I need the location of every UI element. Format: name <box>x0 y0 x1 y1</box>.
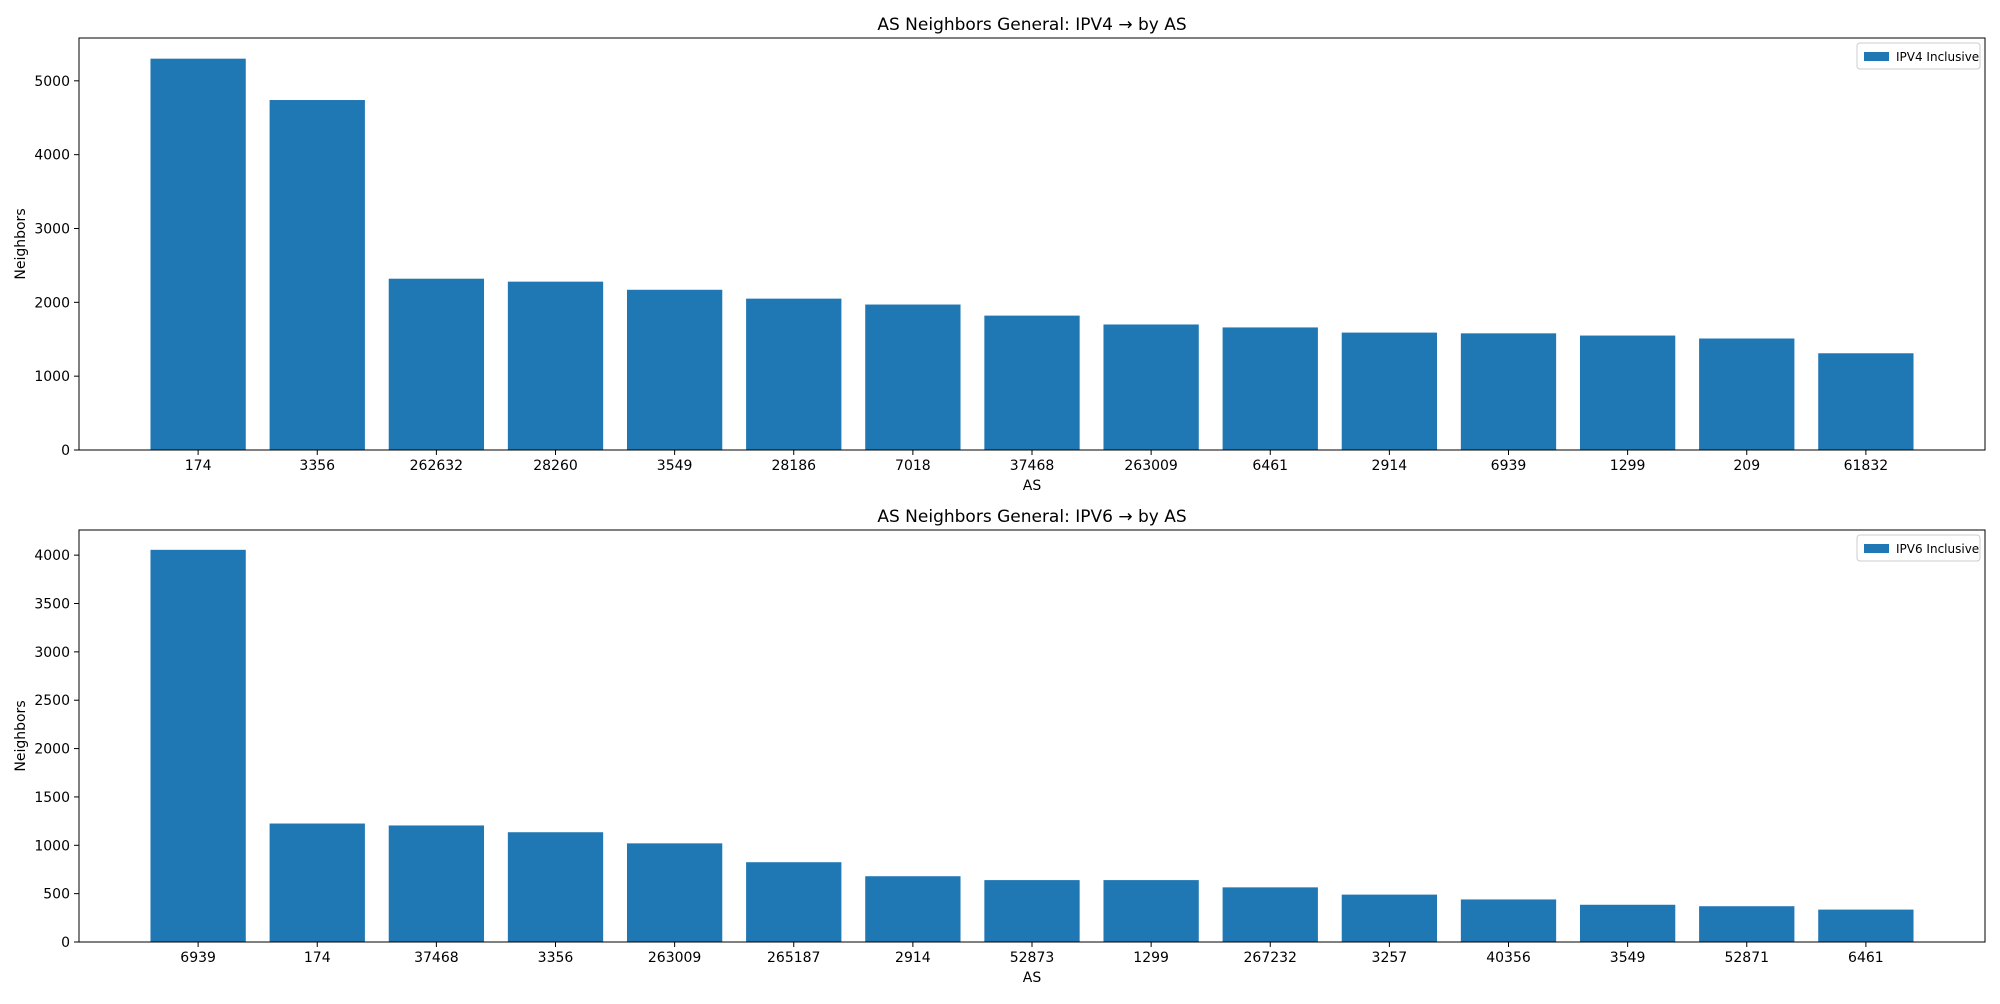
x-tick-label: 3549 <box>657 458 693 474</box>
y-tick-label: 1000 <box>34 838 70 854</box>
bar-52871 <box>1699 906 1795 942</box>
bar-7018 <box>865 304 961 450</box>
legend: IPV6 Inclusive <box>1856 534 1981 562</box>
x-axis-label: AS <box>1023 970 1042 986</box>
chart-panel-1: AS Neighbors General: IPV4 → by AS 0 1000 2… <box>13 15 1986 494</box>
legend: IPV4 Inclusive <box>1856 42 1981 70</box>
bar-3257 <box>1341 894 1438 942</box>
x-tick-label: 6939 <box>180 950 216 966</box>
y-tick-label: 3000 <box>34 645 70 661</box>
bar-174 <box>150 58 246 451</box>
x-tick-label: 61832 <box>1844 458 1889 474</box>
legend-swatch <box>1864 544 1889 553</box>
x-tick-label: 267232 <box>1244 950 1297 966</box>
bar-28260 <box>507 281 604 450</box>
bar-2914 <box>1341 332 1438 450</box>
x-tick-label: 1299 <box>1133 950 1169 966</box>
y-tick-label: 2500 <box>34 693 70 709</box>
chart-panel-2: AS Neighbors General: IPV6 → by AS 0 500 10… <box>13 507 1986 986</box>
x-tick-label: 2914 <box>1372 458 1408 474</box>
y-tick-label: 0 <box>61 935 70 951</box>
x-tick-label: 3549 <box>1610 950 1646 966</box>
x-tick-label: 6461 <box>1848 950 1884 966</box>
y-tick-label: 5000 <box>34 74 70 90</box>
y-tick-label: 3000 <box>34 221 70 237</box>
bar-1299 <box>1103 880 1199 942</box>
x-tick-label: 265187 <box>767 950 820 966</box>
bar-267232 <box>1222 887 1318 942</box>
legend-label: IPV6 Inclusive <box>1896 542 1979 556</box>
legend-label: IPV4 Inclusive <box>1896 50 1979 64</box>
chart-title: AS Neighbors General: IPV6 → by AS <box>877 507 1186 527</box>
bar-52873 <box>984 880 1080 942</box>
bar-262632 <box>388 278 485 450</box>
y-tick-label: 3500 <box>34 597 70 613</box>
x-tick-label: 3356 <box>299 458 335 474</box>
bar-37468 <box>388 825 485 942</box>
y-tick-label: 0 <box>61 443 70 459</box>
y-tick-label: 4000 <box>34 548 70 564</box>
bar-6939 <box>150 549 246 942</box>
x-tick-label: 37468 <box>1010 458 1055 474</box>
x-tick-label: 28260 <box>533 458 578 474</box>
bar-174 <box>269 823 365 942</box>
bar-263009 <box>626 843 723 942</box>
y-tick-label: 2000 <box>34 295 70 311</box>
legend-swatch <box>1864 52 1889 61</box>
bar-1299 <box>1579 335 1676 450</box>
legend-box <box>1856 534 1981 562</box>
x-tick-label: 3356 <box>538 950 574 966</box>
bar-37468 <box>984 315 1080 450</box>
x-tick-label: 28186 <box>771 458 816 474</box>
bar-6461 <box>1222 327 1318 450</box>
chart-title: AS Neighbors General: IPV4 → by AS <box>877 15 1186 35</box>
y-tick-label: 1000 <box>34 369 70 385</box>
x-tick-label: 7018 <box>895 458 931 474</box>
bar-3549 <box>626 289 723 450</box>
y-tick-label: 2000 <box>34 742 70 758</box>
x-tick-label: 6939 <box>1491 458 1527 474</box>
legend-box <box>1856 42 1981 70</box>
bar-3356 <box>507 832 604 942</box>
bar-209 <box>1699 338 1795 450</box>
bar-263009 <box>1103 324 1199 450</box>
x-tick-label: 52873 <box>1010 950 1055 966</box>
x-tick-label: 40356 <box>1486 950 1531 966</box>
bar-40356 <box>1460 899 1557 942</box>
bar-3549 <box>1579 904 1676 942</box>
x-tick-label: 174 <box>304 950 331 966</box>
y-tick-label: 4000 <box>34 148 70 164</box>
x-tick-label: 262632 <box>410 458 463 474</box>
x-tick-label: 209 <box>1733 458 1760 474</box>
x-tick-label: 263009 <box>1124 458 1177 474</box>
x-tick-label: 6461 <box>1252 458 1288 474</box>
x-tick-label: 174 <box>185 458 212 474</box>
x-axis-label: AS <box>1023 478 1042 494</box>
x-tick-label: 1299 <box>1610 458 1646 474</box>
y-axis-label: Neighbors <box>13 700 29 771</box>
x-tick-label: 37468 <box>414 950 459 966</box>
bar-3356 <box>269 100 365 450</box>
bar-28186 <box>746 298 842 450</box>
x-tick-label: 263009 <box>648 950 701 966</box>
bar-2914 <box>865 876 961 942</box>
y-tick-label: 500 <box>43 887 70 903</box>
y-tick-label: 1500 <box>34 790 70 806</box>
x-tick-label: 52871 <box>1724 950 1769 966</box>
bar-265187 <box>746 862 842 942</box>
bar-6939 <box>1460 333 1557 450</box>
bar-6461 <box>1818 909 1914 942</box>
bar-61832 <box>1818 353 1914 450</box>
y-axis-label: Neighbors <box>13 208 29 279</box>
x-tick-label: 2914 <box>895 950 931 966</box>
x-tick-label: 3257 <box>1372 950 1408 966</box>
